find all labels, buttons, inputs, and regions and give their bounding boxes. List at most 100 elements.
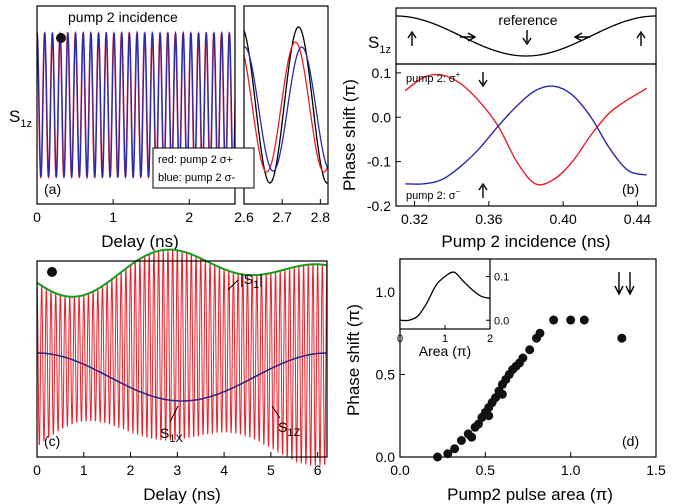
data-point [518,353,528,363]
panel-c-xtick-label: 4 [220,462,228,478]
down-arrow-icon [522,30,532,46]
panel-d-tick-label: 1.0 [376,284,396,300]
panel-d-inset-ticks: 0 1 20.0 0.1 [397,272,509,346]
envelope-pointer [227,279,239,291]
data-point [549,315,559,325]
panel-d-ticks: 0.0 0.5 1.0 1.5 0.0 0.5 1.0 [376,284,666,478]
panel-d-tick-label: 0.0 [376,449,396,465]
panel-a-xtick-label: 1 [109,209,117,225]
panel-b-tick-label: 0.36 [475,211,502,227]
panel-b-tick-label: 0.44 [624,211,651,227]
data-point [467,432,477,442]
reference-curve [395,15,657,57]
panel-b-main-frame [395,63,657,207]
data-point [525,345,535,355]
panel-c-xtick-label: 5 [267,462,275,478]
left-arrow-icon [573,32,590,42]
panel-b-ylabel: Phase shift (π) [340,79,359,191]
series-envelope [36,248,328,298]
panel-b-tick-label: 0.40 [550,211,577,227]
panel-d-label: (d) [622,433,639,449]
panel-d-frame [399,258,657,458]
panel-d-inset-tick-label: 2 [487,333,493,345]
data-point [497,389,507,399]
panel-b-xlabel: Pump 2 incidence (ns) [441,232,610,251]
panel-a-frame-left [36,5,236,205]
panel-c-marker [47,267,57,277]
panel-c-frame [36,260,328,458]
panel-c-ticks: 0 1 2 3 4 5 6 [33,452,322,478]
series-red [404,73,648,186]
panel-a-xtick-label: 2 [185,209,193,225]
panel-a-legend-blue: blue: pump 2 σ- [158,172,235,184]
series-blue [405,85,647,185]
panel-a-ticks: 0 1 2 2.6 2.7 2.8 [33,199,330,225]
down-arrow-icon [625,272,635,296]
panel-b-label-top: pump 2: σ+ [406,70,461,85]
panel-d-inset-tick-label: 0 [397,333,403,345]
envelope-label: |S1| [240,271,263,291]
series-s1x [36,352,328,402]
data-point [566,315,576,325]
series-red-right [243,41,329,173]
panel-c-xtick-label: 3 [173,462,181,478]
panel-b-curves [404,73,648,186]
data-point [433,452,443,462]
panel-a-xtick-label: 2.6 [234,209,254,225]
panel-d-tick-label: 0.5 [376,367,396,383]
down-arrow-icon [478,72,488,88]
series-blue-right [243,46,329,172]
panel-b-reference-label: reference [498,12,557,28]
panel-b-tick-label: -0.1 [367,154,391,170]
panel-a-frame-right [243,5,329,205]
panel-d-tick-label: 1.0 [561,462,581,478]
data-point [535,328,545,338]
s1x-label: S1X [160,425,183,445]
panel-b-tick-label: 0.32 [401,211,428,227]
panel-d-inset-curve [399,271,491,322]
panel-d: 0.0 0.5 1.0 1.50.00.51.0 0 1 20.00.1 Area (π)… [344,258,666,504]
panel-b-label: (b) [622,181,639,197]
data-point [456,436,466,445]
data-point [450,444,460,454]
data-point [491,393,501,403]
panel-a-ylabel: S1z [9,107,32,130]
panel-a-legend-red: red: pump 2 σ+ [158,154,233,166]
panel-d-tick-label: 1.5 [646,462,666,478]
panel-a-xtick-label: 2.8 [311,209,331,225]
panel-b: reference S1z 0.32 0.36 0.40 0.44-0.2-0.10.… [340,7,657,251]
panel-b-top-ylabel: S1z [368,33,391,56]
panel-d-tick-label: 0.5 [476,462,496,478]
s1x-pointer [169,405,179,423]
data-point [579,315,589,325]
panel-d-ylabel: Phase shift (π) [344,304,363,416]
panel-b-tick-label: -0.2 [367,198,391,214]
panel-c-xtick-label: 6 [314,462,322,478]
panel-a: pump 2 incidence red: pump 2 σ+ blue: pu… [9,5,330,251]
up-arrow-icon [636,30,646,46]
panel-c-xtick-label: 2 [127,462,135,478]
series-black-right [243,26,329,184]
right-arrow-icon [460,32,477,42]
panel-b-tick-label: 0.1 [372,65,392,81]
down-arrow-icon [614,272,624,296]
data-point [484,411,494,421]
panel-c-curves [36,248,328,466]
panel-c-xtick-label: 1 [80,462,88,478]
panel-b-spin-arrows [407,30,646,46]
panel-d-inset-tick-label: 0.0 [494,315,509,327]
panel-d-inset-tick-label: 0.1 [494,272,509,284]
s1z-pointer [271,405,281,419]
panel-b-ticks: 0.32 0.36 0.40 0.44 -0.2 -0.1 0.0 0.1 [367,65,651,227]
panel-c: |S1| S1X S1Z (c) 0 1 2 3 4 5 6 Delay (ns) [33,248,328,504]
panel-b-label-bottom: pump 2: σ− [406,187,461,202]
panel-a-legend-box [152,147,255,189]
panel-c-xlabel: Delay (ns) [143,485,220,504]
data-point [474,419,484,429]
panel-a-xlabel: Delay (ns) [101,232,178,251]
panel-b-tick-label: 0.0 [372,109,392,125]
panel-d-xlabel: Pump2 pulse area (π) [447,485,613,504]
data-point [617,333,627,343]
panel-d-points [433,315,627,462]
